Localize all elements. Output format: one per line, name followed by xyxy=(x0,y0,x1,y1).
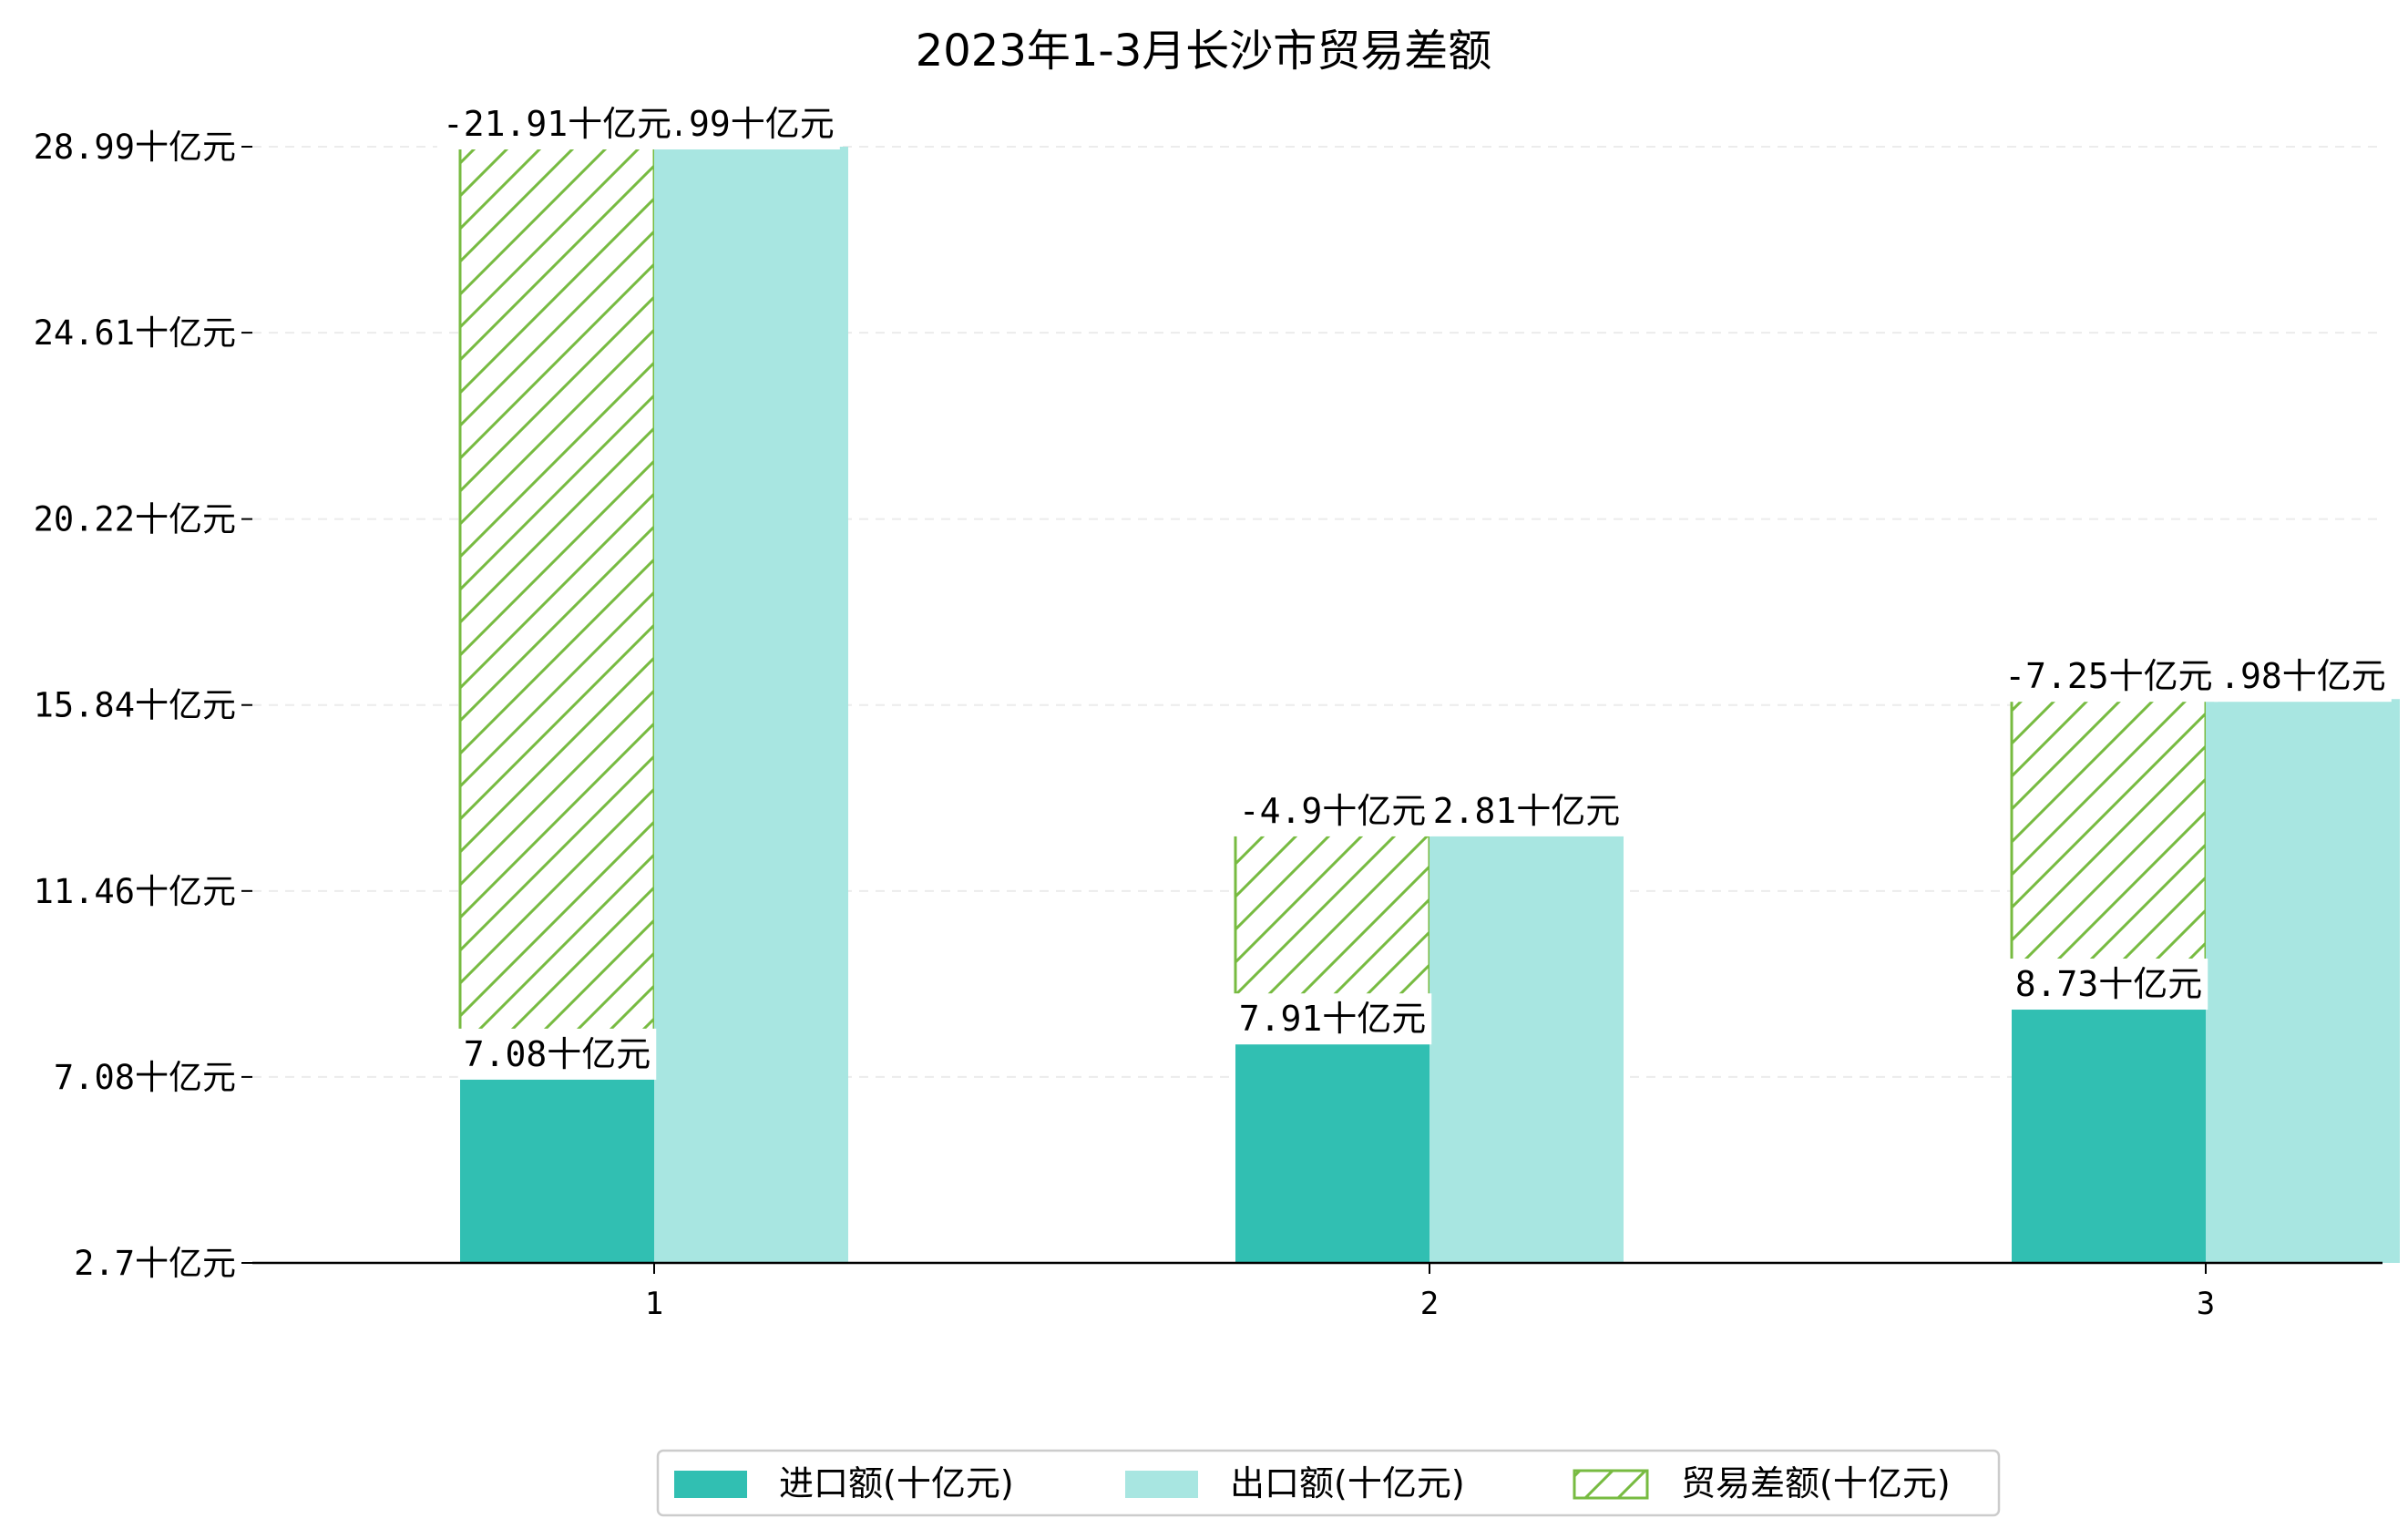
legend-label: 出口额(十亿元) xyxy=(1230,1463,1465,1503)
export-data-label-text: .99十亿元 xyxy=(668,104,835,144)
y-tick-label: 20.22十亿元 xyxy=(34,500,236,539)
import-data-label: 7.91十亿元 xyxy=(1233,993,1432,1045)
bars xyxy=(458,145,2400,1263)
x-tick-label: 2 xyxy=(1420,1286,1439,1322)
trade-balance-data-label: -7.25十亿元 xyxy=(1999,651,2218,703)
y-tick-label: 15.84十亿元 xyxy=(34,686,236,725)
export-data-label-text: .98十亿元 xyxy=(2219,656,2386,696)
trade-balance-data-label-bg xyxy=(436,98,678,149)
legend-item: 出口额(十亿元) xyxy=(1125,1463,1465,1503)
legend-item: 进口额(十亿元) xyxy=(674,1463,1014,1503)
chart-title: 2023年1-3月长沙市贸易差额 xyxy=(916,26,1492,77)
y-tick-label: 28.99十亿元 xyxy=(34,128,236,167)
export-data-label: .98十亿元 xyxy=(2214,651,2392,703)
import-data-label: 7.08十亿元 xyxy=(457,1028,657,1080)
export-data-label-text: 2.81十亿元 xyxy=(1433,791,1621,831)
trade-balance-data-label: -4.9十亿元 xyxy=(1233,785,1432,836)
axes: 2.7十亿元 7.08十亿元 11.46十亿元 15.84十亿元 20.22十亿元 24.… xyxy=(34,128,2382,1322)
import-data-label: 8.73十亿元 xyxy=(2009,959,2208,1011)
trade-balance-data-label-text: -7.25十亿元 xyxy=(2004,656,2212,696)
import-data-label-text: 7.08十亿元 xyxy=(464,1034,651,1074)
export-data-label-bg xyxy=(1427,785,1626,836)
trade-balance-data-label-bg xyxy=(1233,785,1432,836)
trade-balance-data-label-text: -4.9十亿元 xyxy=(1239,791,1427,831)
import-data-label-bg xyxy=(2009,959,2208,1011)
import-data-label-bg xyxy=(457,1028,657,1080)
trade-balance-data-label: -21.91十亿元 xyxy=(436,98,678,149)
trade-balance-data-label-bg xyxy=(1999,651,2218,703)
export-bar xyxy=(2206,699,2400,1263)
legend-box xyxy=(656,1449,2001,1517)
import-bar xyxy=(460,1076,654,1263)
x-tick-label: 1 xyxy=(645,1286,663,1322)
legend-swatch xyxy=(674,1471,747,1498)
export-data-label-bg xyxy=(2214,651,2392,703)
trade-balance-data-label-text: -21.91十亿元 xyxy=(443,104,671,144)
legend: 进口额(十亿元) 出口额(十亿元) 贸易差额(十亿元) xyxy=(656,1449,2001,1517)
export-bar xyxy=(654,147,848,1263)
x-tick-label: 3 xyxy=(2197,1286,2215,1322)
import-data-label-text: 8.73十亿元 xyxy=(2015,964,2203,1004)
y-tick-label: 7.08十亿元 xyxy=(54,1058,236,1097)
y-tick-label: 2.7十亿元 xyxy=(74,1244,236,1283)
export-data-label: 2.81十亿元 xyxy=(1427,785,1626,836)
legend-label: 贸易差额(十亿元) xyxy=(1681,1463,1951,1503)
trade-balance-bar xyxy=(458,145,656,1079)
import-bar xyxy=(2012,1007,2206,1263)
import-data-label-bg xyxy=(1233,993,1432,1045)
legend-swatch xyxy=(1125,1471,1198,1498)
y-tick-label: 24.61十亿元 xyxy=(34,313,236,353)
export-data-label-bg xyxy=(662,98,840,149)
import-bar xyxy=(1235,1041,1429,1263)
export-data-label: .99十亿元 xyxy=(662,98,840,149)
data-labels: .99十亿元-21.91十亿元 7.08十亿元 2.81十亿元-4.9十亿元 7.91… xyxy=(436,98,2392,1080)
legend-swatch xyxy=(1573,1469,1649,1500)
y-tick-label: 11.46十亿元 xyxy=(34,872,236,911)
legend-item: 贸易差额(十亿元) xyxy=(1573,1463,1951,1503)
export-bar xyxy=(1429,833,1624,1263)
legend-label: 进口额(十亿元) xyxy=(779,1463,1014,1503)
import-data-label-text: 7.91十亿元 xyxy=(1239,999,1427,1039)
